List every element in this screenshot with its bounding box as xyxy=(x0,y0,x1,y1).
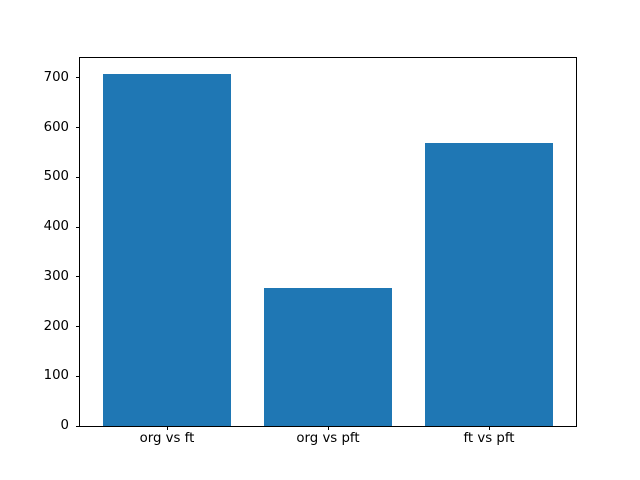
x-tick-mark xyxy=(167,426,168,430)
x-tick-mark xyxy=(328,426,329,430)
x-tick-mark xyxy=(489,426,490,430)
y-tick-label: 700 xyxy=(43,69,69,85)
y-tick-label: 300 xyxy=(43,268,69,284)
bar-ft-vs-pft xyxy=(424,143,554,426)
y-tick-mark xyxy=(76,176,80,178)
x-tick-label: ft vs pft xyxy=(463,431,515,446)
x-tick-label: org vs pft xyxy=(296,431,360,446)
y-tick-mark xyxy=(76,226,80,228)
y-tick-label: 600 xyxy=(43,119,69,135)
y-tick-label: 500 xyxy=(43,169,69,185)
y-tick-mark xyxy=(76,326,80,327)
y-tick-label: 100 xyxy=(43,368,69,384)
y-tick-mark xyxy=(76,127,80,129)
y-tick-mark xyxy=(76,77,80,79)
y-tick-label: 200 xyxy=(43,318,69,334)
y-tick-mark xyxy=(76,276,80,278)
bar-org-vs-ft xyxy=(102,73,232,426)
y-tick-label: 400 xyxy=(43,219,69,235)
y-tick-label: 0 xyxy=(60,418,69,433)
x-tick-label: org vs ft xyxy=(139,431,195,446)
y-tick-mark xyxy=(76,375,80,377)
bar-org-vs-pft xyxy=(263,287,393,426)
y-tick-mark xyxy=(76,425,80,427)
